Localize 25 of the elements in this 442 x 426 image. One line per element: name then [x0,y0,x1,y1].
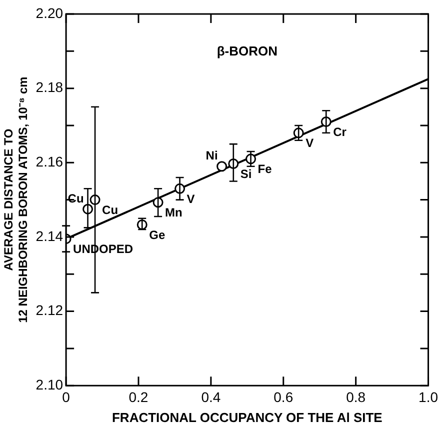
annotation: Ge [149,228,166,242]
text: β-BORON [216,44,278,59]
y-tick-label: 2.14 [36,228,64,244]
annotation: Ni [206,148,218,163]
annotation: V [306,136,314,150]
x-tick-label: 0.8 [346,388,366,405]
x-tick-label: 0.2 [128,388,148,405]
annotation: Cu [102,203,118,218]
annotation: Si [240,167,252,182]
annotation: V [186,192,195,206]
annotation: Fe [258,162,272,176]
annotation: Cr [333,125,347,140]
x-axis-title: FRACTIONAL OCCUPANCY OF THE Al SITE [112,410,383,425]
annotation: Cu [68,191,84,206]
y-tick-label: 2.16 [36,154,64,170]
x-tick-label: 0.6 [274,388,294,405]
annotation: Mn [165,206,182,220]
y-tick-label: 2.12 [36,302,64,318]
y-tick-label: 2.10 [36,376,64,392]
x-tick-label: 0 [62,388,70,405]
y-tick-label: 2.18 [36,79,64,96]
x-tick-label: 1.0 [418,388,438,405]
x-tick-label: 0.4 [201,388,221,405]
y-axis-title: AVERAGE DISTANCE TO 12 NEIGHBORING BORON ATOMS, 10⁻⁸ cm [2,76,30,323]
y-tick-label: 2.20 [36,4,64,21]
